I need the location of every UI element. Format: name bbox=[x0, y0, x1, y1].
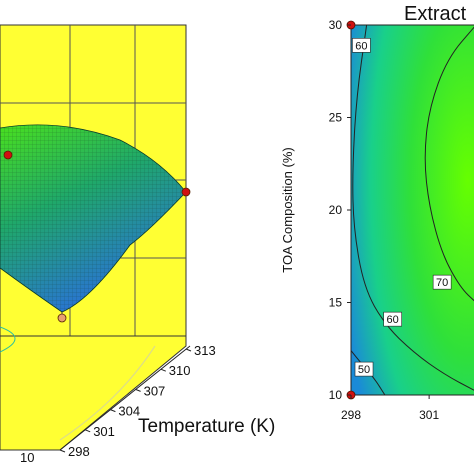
contour-plot: Extract 60 60 70 50 10 15 20 25 30 298 301 TOA C… bbox=[280, 3, 474, 422]
x-ticks: 298 301 bbox=[341, 395, 439, 422]
contour-label: 70 bbox=[436, 277, 448, 289]
temperature-tick-label: 307 bbox=[144, 383, 166, 398]
contour-label-box bbox=[354, 361, 374, 377]
contour-label-box bbox=[352, 38, 371, 53]
temperature-tick-mark bbox=[135, 388, 141, 392]
y-tick-label: 10 bbox=[329, 388, 343, 402]
surface-design-point bbox=[3, 150, 13, 160]
contour-label: 60 bbox=[387, 314, 399, 326]
floor-contour bbox=[0, 326, 16, 353]
temperature-tick-label: 301 bbox=[93, 424, 115, 439]
temperature-tick-label: 313 bbox=[194, 343, 216, 358]
temperature-tick-mark bbox=[110, 409, 116, 413]
temperature-tick-mark bbox=[160, 368, 166, 372]
temperature-axis-line bbox=[59, 345, 191, 451]
y-tick-label: 20 bbox=[329, 203, 343, 217]
y-tick-label: 15 bbox=[329, 296, 343, 310]
contour-line-70 bbox=[424, 26, 474, 302]
contour-labels: 60 60 70 50 bbox=[352, 38, 452, 377]
temperature-tick-label: 310 bbox=[169, 363, 191, 378]
contour-line-60 bbox=[352, 25, 474, 391]
x-tick-label: 301 bbox=[419, 408, 439, 422]
contour-label-box bbox=[432, 274, 452, 290]
y-tick-label: 30 bbox=[329, 18, 343, 32]
temperature-tick-mark bbox=[85, 429, 91, 433]
response-surface-mesh bbox=[0, 124, 186, 312]
y-tick-label: 25 bbox=[329, 111, 343, 125]
contour-area bbox=[351, 25, 474, 395]
y-ticks: 10 15 20 25 30 bbox=[329, 18, 351, 402]
contour-label: 60 bbox=[355, 40, 367, 52]
x-tick-label: 298 bbox=[341, 408, 361, 422]
floor-arc bbox=[59, 345, 156, 441]
contour-title: Extract bbox=[404, 3, 467, 25]
y-axis-title: TOA Composition (%) bbox=[280, 147, 295, 272]
contour-label-box bbox=[383, 311, 402, 327]
temperature-tick-label: 304 bbox=[118, 404, 140, 419]
floor-plane bbox=[0, 335, 187, 451]
design-points bbox=[3, 150, 191, 323]
surface-design-point bbox=[181, 187, 191, 197]
temperature-axis-title: Temperature (K) bbox=[138, 416, 275, 437]
temperature-tick-label: 298 bbox=[68, 444, 90, 459]
temperature-tick-mark bbox=[59, 449, 66, 453]
contour-label: 50 bbox=[358, 364, 370, 376]
surface-design-point bbox=[57, 313, 67, 323]
toa-tick-label: 10 bbox=[20, 450, 34, 465]
temperature-tick-mark bbox=[185, 348, 192, 352]
